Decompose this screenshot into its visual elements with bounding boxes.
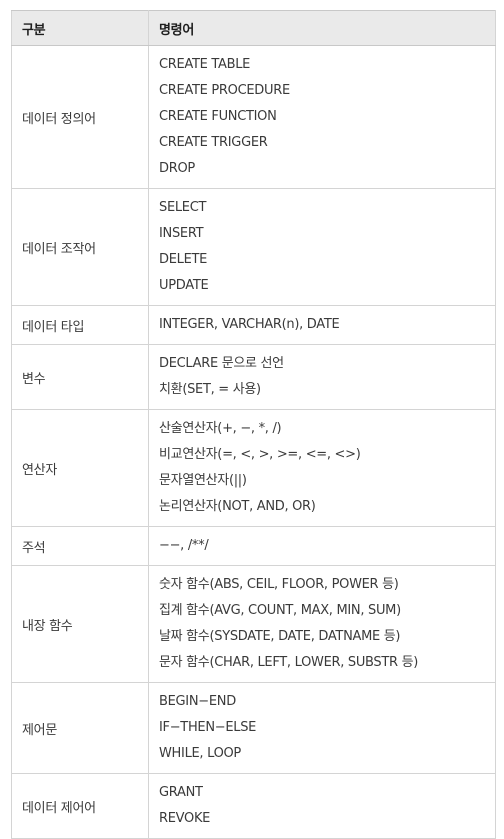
command-line: DROP	[159, 161, 195, 176]
command-line: 산술연산자(+, −, *, /)	[159, 421, 282, 436]
command-line: SELECT	[159, 200, 207, 215]
table-row: 데이터 제어어 GRANT REVOKE	[11, 773, 496, 839]
category-cell: 데이터 제어어	[11, 773, 149, 839]
table-row: 데이터 타입 INTEGER, VARCHAR(n), DATE	[11, 305, 496, 345]
command-line: CREATE PROCEDURE	[159, 83, 290, 98]
table-row: 데이터 조작어 SELECT INSERT DELETE UPDATE	[11, 188, 496, 306]
command-line: CREATE TABLE	[159, 57, 251, 72]
command-line: IF−THEN−ELSE	[159, 720, 257, 735]
category-cell: 내장 함수	[11, 565, 149, 683]
table-row: 연산자 산술연산자(+, −, *, /) 비교연산자(=, <, >, >=, <…	[11, 409, 496, 527]
table-header-row: 구분 명령어	[11, 10, 496, 46]
category-cell: 변수	[11, 344, 149, 410]
command-line: REVOKE	[159, 811, 211, 826]
commands-cell: GRANT REVOKE	[148, 773, 496, 839]
command-line: CREATE TRIGGER	[159, 135, 268, 150]
command-line: DECLARE 문으로 선언	[159, 356, 284, 371]
table-row: 변수 DECLARE 문으로 선언 치환(SET, = 사용)	[11, 344, 496, 410]
category-cell: 데이터 조작어	[11, 188, 149, 306]
commands-cell: CREATE TABLE CREATE PROCEDURE CREATE FUNCT…	[148, 45, 496, 189]
table-row: 제어문 BEGIN−END IF−THEN−ELSE WHILE, LOOP	[11, 682, 496, 774]
command-line: 비교연산자(=, <, >, >=, <=, <>)	[159, 447, 361, 462]
command-line: GRANT	[159, 785, 203, 800]
commands-cell: INTEGER, VARCHAR(n), DATE	[148, 305, 496, 345]
command-line: 숫자 함수(ABS, CEIL, FLOOR, POWER 등)	[159, 577, 399, 592]
commands-cell: BEGIN−END IF−THEN−ELSE WHILE, LOOP	[148, 682, 496, 774]
command-line: 논리연산자(NOT, AND, OR)	[159, 499, 316, 514]
commands-cell: 산술연산자(+, −, *, /) 비교연산자(=, <, >, >=, <=, …	[148, 409, 496, 527]
command-line: BEGIN−END	[159, 694, 236, 709]
header-category: 구분	[11, 10, 149, 46]
commands-cell: SELECT INSERT DELETE UPDATE	[148, 188, 496, 306]
command-line: 문자 함수(CHAR, LEFT, LOWER, SUBSTR 등)	[159, 655, 419, 670]
commands-cell: 숫자 함수(ABS, CEIL, FLOOR, POWER 등) 집계 함수(AV…	[148, 565, 496, 683]
command-table-container: 구분 명령어 데이터 정의어 CREATE TABLE CREATE PROCEDU…	[11, 10, 496, 839]
category-cell: 데이터 정의어	[11, 45, 149, 189]
command-line: INTEGER, VARCHAR(n), DATE	[159, 317, 340, 332]
category-cell: 연산자	[11, 409, 149, 527]
command-line: −−, /**/	[159, 538, 209, 553]
commands-cell: −−, /**/	[148, 526, 496, 566]
command-line: UPDATE	[159, 278, 209, 293]
command-line: DELETE	[159, 252, 208, 267]
header-commands: 명령어	[148, 10, 496, 46]
category-cell: 제어문	[11, 682, 149, 774]
sql-command-table: 구분 명령어 데이터 정의어 CREATE TABLE CREATE PROCEDU…	[11, 10, 496, 839]
table-row: 내장 함수 숫자 함수(ABS, CEIL, FLOOR, POWER 등) 집계 …	[11, 565, 496, 683]
command-line: 집계 함수(AVG, COUNT, MAX, MIN, SUM)	[159, 603, 401, 618]
table-row: 주석 −−, /**/	[11, 526, 496, 566]
command-line: 치환(SET, = 사용)	[159, 382, 261, 397]
command-line: CREATE FUNCTION	[159, 109, 277, 124]
command-line: INSERT	[159, 226, 204, 241]
category-cell: 데이터 타입	[11, 305, 149, 345]
command-line: 문자열연산자(||)	[159, 473, 247, 488]
command-line: WHILE, LOOP	[159, 746, 241, 761]
table-row: 데이터 정의어 CREATE TABLE CREATE PROCEDURE CREAT…	[11, 45, 496, 189]
table-body: 데이터 정의어 CREATE TABLE CREATE PROCEDURE CREAT…	[11, 45, 496, 839]
command-line: 날짜 함수(SYSDATE, DATE, DATNAME 등)	[159, 629, 401, 644]
category-cell: 주석	[11, 526, 149, 566]
